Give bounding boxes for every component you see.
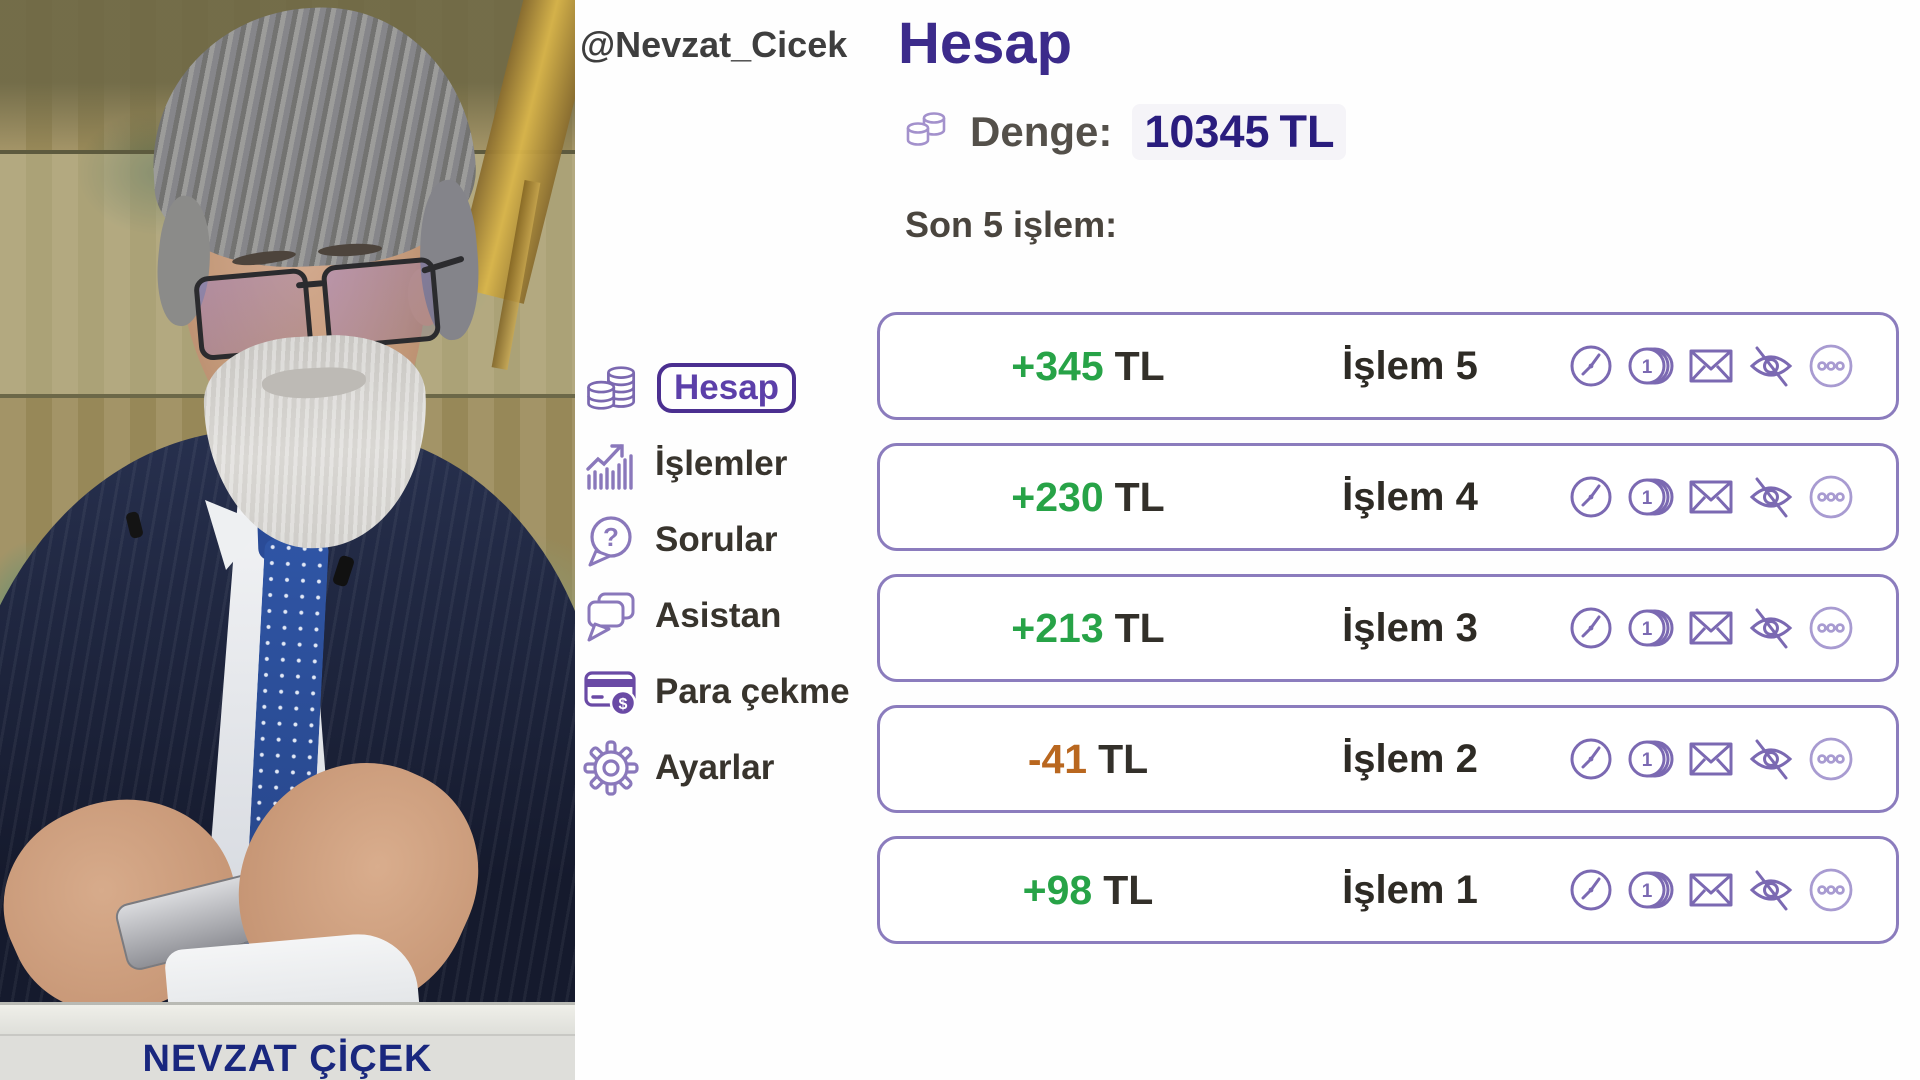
sidebar-item-label: İşlemler <box>655 444 788 483</box>
coins-icon <box>587 366 636 410</box>
sidebar-item-para-cekme[interactable]: $ Para çekme <box>583 664 883 720</box>
tx-actions: 1 <box>1568 315 1854 417</box>
tx-amount-value: -41 <box>1027 735 1088 782</box>
photo-panel: NEVZAT ÇİÇEK <box>0 0 575 1080</box>
sidebar-item-hesap[interactable]: Hesap <box>583 360 883 416</box>
sidebar: Hesap İşlemler ? Sorular Asistan $ Para … <box>583 360 883 796</box>
tx-actions: 1 <box>1568 839 1854 941</box>
tx-amount-value: +230 <box>1011 473 1104 520</box>
ellipsis-icon[interactable] <box>1808 343 1854 389</box>
clock-icon[interactable] <box>1568 867 1614 913</box>
tx-actions: 1 <box>1568 708 1854 810</box>
ellipsis-icon[interactable] <box>1808 867 1854 913</box>
tx-label: İşlem 2 <box>1342 736 1478 781</box>
tx-label: İşlem 5 <box>1342 343 1478 388</box>
glasses-bridge <box>295 280 325 289</box>
tx-actions: 1 <box>1568 446 1854 548</box>
sidebar-item-label: Para çekme <box>655 672 850 711</box>
tx-amount-value: +345 <box>1011 342 1104 389</box>
coin-count-icon[interactable]: 1 <box>1628 474 1674 520</box>
transaction-list: +345 TL İşlem 5 1 <box>877 312 1899 967</box>
eye-off-icon[interactable] <box>1748 474 1794 520</box>
gear-icon <box>583 740 639 796</box>
svg-text:1: 1 <box>1642 357 1653 378</box>
tx-currency: TL <box>1098 735 1149 782</box>
balance-label: Denge: <box>970 108 1113 155</box>
tx-label: İşlem 3 <box>1342 605 1478 650</box>
clock-icon[interactable] <box>1568 343 1614 389</box>
svg-text:1: 1 <box>1642 881 1653 902</box>
ellipsis-icon[interactable] <box>1808 736 1854 782</box>
transaction-row[interactable]: +98 TL İşlem 1 1 <box>877 836 1899 944</box>
watermark: @Nevzat_Cicek <box>580 24 848 65</box>
tx-amount: +213 TL <box>958 577 1218 679</box>
photo-caption-bar: NEVZAT ÇİÇEK <box>0 1034 575 1080</box>
sidebar-item-label: Hesap <box>657 363 797 413</box>
sidebar-item-ayarlar[interactable]: Ayarlar <box>583 740 883 796</box>
clock-icon[interactable] <box>1568 736 1614 782</box>
ellipsis-icon[interactable] <box>1808 605 1854 651</box>
eye-off-icon[interactable] <box>1748 605 1794 651</box>
clock-icon[interactable] <box>1568 474 1614 520</box>
envelope-icon[interactable] <box>1688 343 1734 389</box>
tx-currency: TL <box>1114 342 1165 389</box>
balance-value: 10345 TL <box>1132 104 1347 160</box>
tx-currency: TL <box>1114 604 1165 651</box>
ellipsis-icon[interactable] <box>1808 474 1854 520</box>
svg-text:1: 1 <box>1642 750 1653 771</box>
sidebar-item-sorular[interactable]: ? Sorular <box>583 512 883 568</box>
tx-label: İşlem 1 <box>1342 867 1478 912</box>
coin-count-icon[interactable]: 1 <box>1628 343 1674 389</box>
sidebar-item-asistan[interactable]: Asistan <box>583 588 883 644</box>
transaction-row[interactable]: +230 TL İşlem 4 1 <box>877 443 1899 551</box>
coin-count-icon[interactable]: 1 <box>1628 605 1674 651</box>
svg-text:$: $ <box>619 696 628 713</box>
envelope-icon[interactable] <box>1688 736 1734 782</box>
chat-bubbles-icon <box>587 592 635 642</box>
clock-icon[interactable] <box>1568 605 1614 651</box>
coin-count-icon[interactable]: 1 <box>1628 736 1674 782</box>
balance-currency: TL <box>1279 106 1335 157</box>
tx-amount-value: +213 <box>1011 604 1104 651</box>
sidebar-item-label: Asistan <box>655 596 782 635</box>
tx-amount: +230 TL <box>958 446 1218 548</box>
tx-currency: TL <box>1103 866 1154 913</box>
coin-count-icon[interactable]: 1 <box>1628 867 1674 913</box>
tx-amount: +98 TL <box>958 839 1218 941</box>
tx-amount: -41 TL <box>958 708 1218 810</box>
sidebar-item-label: Sorular <box>655 520 778 559</box>
sidebar-item-islemler[interactable]: İşlemler <box>583 436 883 492</box>
svg-text:1: 1 <box>1642 619 1653 640</box>
coins-small-icon <box>906 112 946 146</box>
eye-off-icon[interactable] <box>1748 736 1794 782</box>
balance-row: Denge: 10345 TL <box>902 104 1347 160</box>
svg-text:?: ? <box>603 522 619 552</box>
transaction-row[interactable]: +213 TL İşlem 3 1 <box>877 574 1899 682</box>
envelope-icon[interactable] <box>1688 867 1734 913</box>
eye-off-icon[interactable] <box>1748 867 1794 913</box>
eye-off-icon[interactable] <box>1748 343 1794 389</box>
question-bubble-icon: ? <box>588 516 632 567</box>
page-title: Hesap <box>898 11 1073 76</box>
recent-transactions-label: Son 5 işlem: <box>905 204 1118 245</box>
svg-text:1: 1 <box>1642 488 1653 509</box>
photo-caption: NEVZAT ÇİÇEK <box>142 1037 433 1080</box>
card-withdraw-icon: $ <box>584 671 637 717</box>
tx-amount: +345 TL <box>958 315 1218 417</box>
transaction-row[interactable]: -41 TL İşlem 2 1 <box>877 705 1899 813</box>
tx-amount-value: +98 <box>1022 866 1093 913</box>
tx-actions: 1 <box>1568 577 1854 679</box>
chart-icon <box>586 444 633 490</box>
sidebar-item-label: Ayarlar <box>655 748 775 787</box>
envelope-icon[interactable] <box>1688 474 1734 520</box>
tx-label: İşlem 4 <box>1342 474 1478 519</box>
envelope-icon[interactable] <box>1688 605 1734 651</box>
transaction-row[interactable]: +345 TL İşlem 5 1 <box>877 312 1899 420</box>
tx-currency: TL <box>1114 473 1165 520</box>
